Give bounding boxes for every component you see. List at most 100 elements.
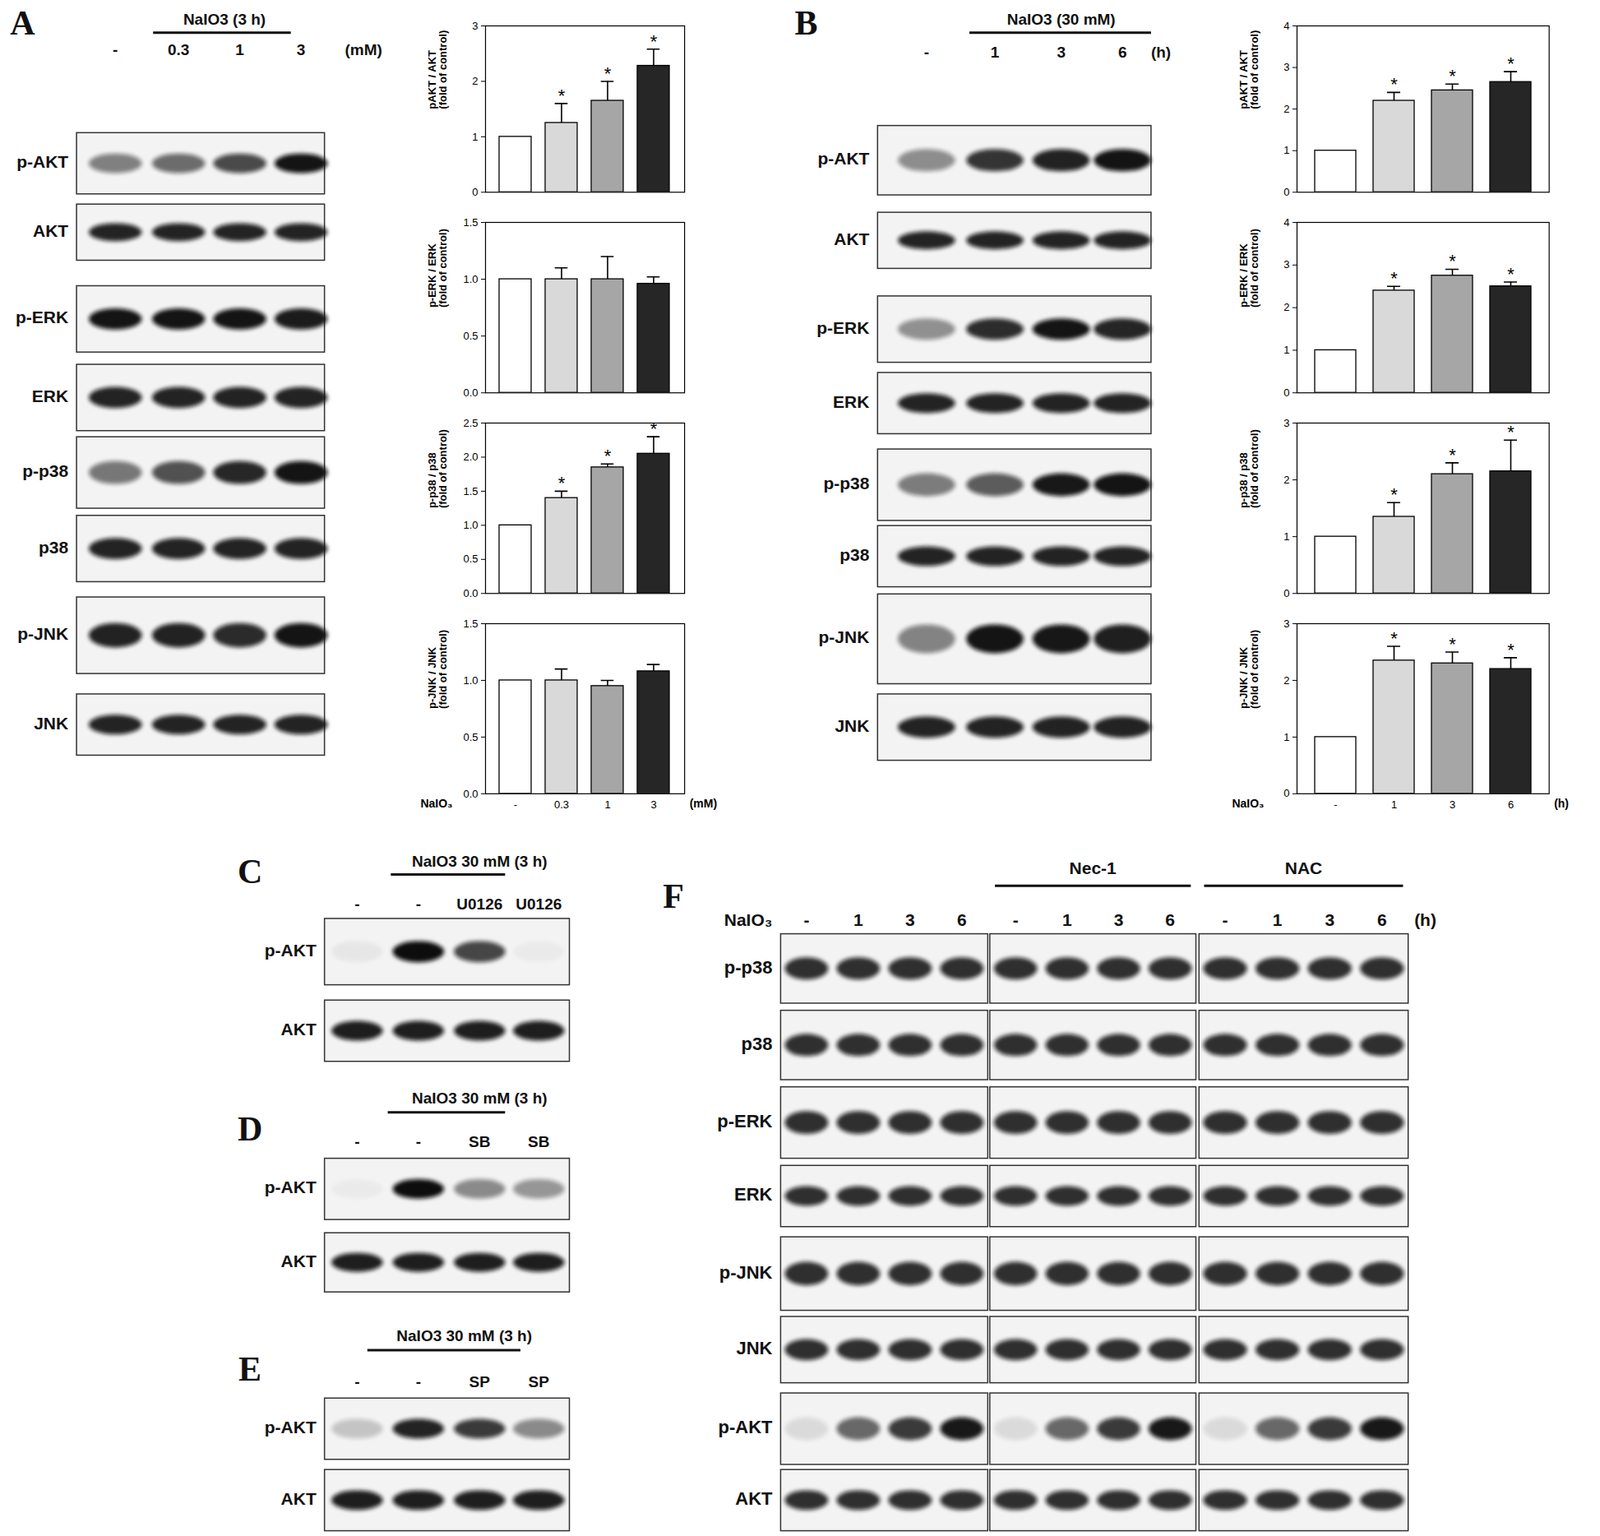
- svg-text:1: 1: [1062, 910, 1073, 930]
- svg-text:*: *: [558, 85, 566, 107]
- svg-text:*: *: [604, 445, 612, 467]
- svg-text:p-ERK: p-ERK: [716, 1110, 773, 1132]
- svg-text:3: 3: [1449, 798, 1456, 811]
- svg-text:1: 1: [471, 129, 478, 143]
- svg-text:3: 3: [1283, 60, 1290, 74]
- svg-text:pAKT / AKT(fold of control): pAKT / AKT(fold of control): [1237, 30, 1261, 110]
- svg-text:*: *: [604, 63, 612, 84]
- svg-text:p-p38: p-p38: [22, 461, 69, 481]
- svg-text:AKT: AKT: [833, 229, 870, 249]
- svg-text:p-ERK / ERK(fold of control): p-ERK / ERK(fold of control): [1237, 229, 1261, 309]
- svg-text:3: 3: [1283, 416, 1290, 429]
- svg-text:0: 0: [1283, 787, 1290, 800]
- svg-text:NaIO3 30 mM (3 h): NaIO3 30 mM (3 h): [396, 1327, 532, 1345]
- svg-text:1.5: 1.5: [463, 484, 479, 497]
- svg-text:2: 2: [1283, 301, 1290, 315]
- svg-text:ERK: ERK: [734, 1183, 773, 1205]
- svg-text:1.5: 1.5: [463, 216, 479, 229]
- svg-text:U0126: U0126: [515, 895, 562, 913]
- svg-text:p-ERK / ERK(fold of control): p-ERK / ERK(fold of control): [425, 229, 449, 309]
- svg-text:0: 0: [471, 185, 478, 199]
- svg-text:-: -: [1333, 798, 1337, 811]
- svg-text:-: -: [416, 1132, 421, 1151]
- svg-text:0: 0: [1283, 185, 1290, 199]
- svg-text:3: 3: [905, 910, 916, 930]
- svg-text:*: *: [1390, 268, 1398, 290]
- svg-text:2: 2: [1283, 674, 1290, 687]
- svg-text:1: 1: [235, 41, 245, 59]
- svg-text:-: -: [1222, 910, 1229, 930]
- svg-text:-: -: [354, 1132, 360, 1151]
- svg-text:*: *: [1507, 264, 1515, 286]
- svg-text:p-p38 / p38(fold of control): p-p38 / p38(fold of control): [425, 429, 449, 509]
- svg-text:p-p38 / p38(fold of control): p-p38 / p38(fold of control): [1237, 429, 1261, 509]
- svg-text:1.0: 1.0: [463, 518, 479, 532]
- svg-text:p-AKT: p-AKT: [264, 1177, 317, 1197]
- svg-text:ERK: ERK: [32, 386, 69, 406]
- svg-text:AKT: AKT: [281, 1251, 317, 1271]
- svg-text:p-ERK: p-ERK: [15, 307, 69, 327]
- svg-text:0.0: 0.0: [463, 787, 479, 800]
- svg-text:3: 3: [1283, 258, 1290, 272]
- svg-text:3: 3: [1056, 43, 1066, 61]
- svg-text:1: 1: [1391, 798, 1397, 811]
- svg-text:(h): (h): [1553, 797, 1569, 811]
- svg-text:SB: SB: [468, 1132, 491, 1151]
- svg-text:6: 6: [1507, 798, 1514, 811]
- svg-text:AKT: AKT: [735, 1488, 773, 1509]
- svg-text:NaIO3 30 mM (3 h): NaIO3 30 mM (3 h): [411, 1089, 548, 1107]
- svg-text:ERK: ERK: [832, 392, 870, 412]
- svg-text:-: -: [112, 41, 118, 59]
- svg-text:SB: SB: [527, 1132, 550, 1151]
- svg-text:p-JNK / JNK(fold of control): p-JNK / JNK(fold of control): [425, 629, 449, 709]
- svg-text:0.3: 0.3: [167, 41, 190, 59]
- svg-text:-: -: [416, 895, 421, 913]
- svg-text:6: 6: [1377, 910, 1388, 930]
- svg-text:0.0: 0.0: [463, 587, 479, 600]
- svg-text:2: 2: [1283, 472, 1290, 486]
- svg-text:0.5: 0.5: [463, 329, 479, 343]
- svg-text:-: -: [924, 43, 930, 61]
- svg-text:3: 3: [296, 41, 306, 59]
- svg-text:0.3: 0.3: [554, 798, 569, 811]
- svg-text:p-AKT: p-AKT: [264, 940, 317, 960]
- svg-text:(mM): (mM): [689, 797, 717, 811]
- svg-text:NaIO3 (3 h): NaIO3 (3 h): [183, 10, 266, 28]
- svg-text:F: F: [662, 877, 685, 916]
- svg-text:(h): (h): [1414, 910, 1437, 930]
- svg-text:6: 6: [1165, 910, 1175, 930]
- svg-text:-: -: [354, 895, 360, 913]
- svg-text:JNK: JNK: [834, 716, 870, 736]
- svg-text:*: *: [1390, 73, 1398, 95]
- svg-text:p-JNK: p-JNK: [719, 1262, 773, 1283]
- svg-text:pAKT / AKT(fold of control): pAKT / AKT(fold of control): [425, 30, 449, 110]
- svg-text:3: 3: [1114, 910, 1124, 930]
- svg-text:AKT: AKT: [281, 1019, 317, 1039]
- svg-text:*: *: [650, 31, 658, 52]
- svg-text:1: 1: [1283, 730, 1290, 744]
- svg-text:2.0: 2.0: [463, 450, 479, 463]
- svg-text:NaIO3 (30 mM): NaIO3 (30 mM): [1007, 10, 1116, 28]
- svg-text:2: 2: [471, 74, 478, 88]
- svg-text:p-AKT: p-AKT: [264, 1417, 317, 1437]
- svg-text:NaIO₃: NaIO₃: [420, 797, 454, 811]
- svg-text:AKT: AKT: [281, 1489, 317, 1508]
- svg-text:0.0: 0.0: [463, 386, 479, 399]
- svg-text:-: -: [416, 1373, 421, 1391]
- svg-text:4: 4: [1283, 216, 1290, 229]
- svg-text:*: *: [1448, 251, 1457, 273]
- svg-text:NAC: NAC: [1285, 858, 1323, 878]
- svg-text:-: -: [1012, 910, 1019, 930]
- svg-text:1: 1: [1283, 344, 1290, 357]
- svg-text:p-JNK: p-JNK: [818, 627, 870, 647]
- svg-text:C: C: [237, 852, 263, 891]
- svg-text:*: *: [1507, 421, 1515, 443]
- svg-text:*: *: [1448, 444, 1457, 466]
- svg-text:0.5: 0.5: [463, 730, 479, 744]
- svg-text:0: 0: [1283, 386, 1290, 399]
- svg-text:p-AKT: p-AKT: [817, 148, 870, 168]
- svg-text:U0126: U0126: [456, 895, 503, 913]
- svg-text:0: 0: [1283, 587, 1290, 600]
- svg-text:p38: p38: [741, 1033, 773, 1055]
- svg-text:6: 6: [957, 910, 967, 930]
